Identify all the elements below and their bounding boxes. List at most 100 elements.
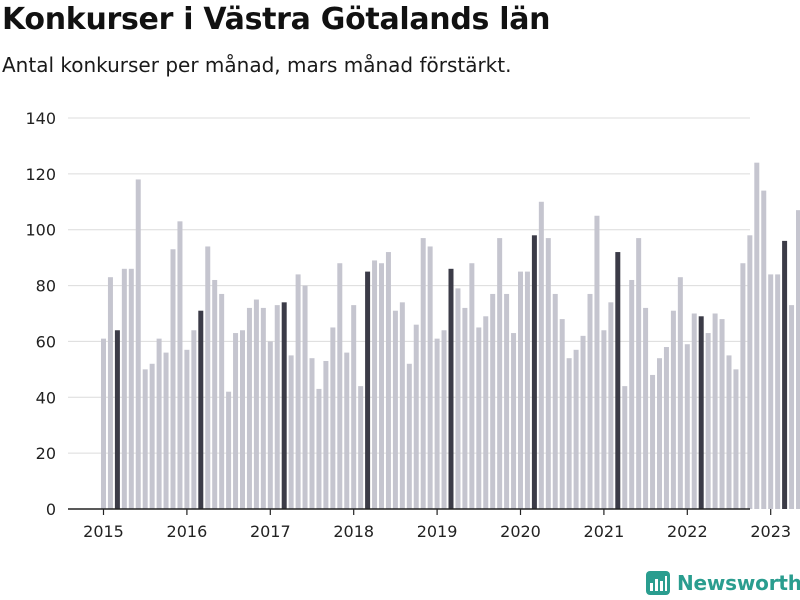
bar: [601, 330, 607, 509]
bar: [121, 268, 127, 509]
bar: [240, 330, 245, 509]
bar: [344, 352, 350, 509]
bar: [608, 302, 614, 509]
bar: [323, 360, 329, 509]
bar: [149, 363, 155, 509]
y-tick-label: 80: [36, 277, 56, 296]
bar: [427, 246, 433, 509]
bar: [629, 279, 635, 509]
y-tick-label: 100: [25, 221, 56, 240]
bar: [226, 391, 232, 509]
bar: [128, 268, 134, 509]
bar: [726, 355, 732, 509]
bar: [337, 263, 343, 509]
bar: [399, 302, 405, 509]
bar: [566, 358, 572, 509]
chart-title: Konkurser i Västra Götalands län: [2, 2, 551, 37]
bar: [142, 369, 148, 509]
bar: [358, 386, 364, 509]
bar: [511, 333, 517, 509]
y-axis-labels: 0 20 40 60 80 100 120 140: [25, 109, 56, 519]
y-tick-label: 40: [36, 388, 56, 407]
bars: [101, 162, 800, 510]
bar: [434, 338, 440, 509]
bar: [796, 210, 800, 509]
bar: [246, 307, 252, 509]
bar: [476, 327, 482, 509]
bar: [191, 330, 197, 509]
y-tick-label: 0: [46, 500, 56, 519]
bar: [789, 305, 795, 509]
bar: [580, 335, 586, 509]
bar: [545, 238, 551, 510]
chart-subtitle: Antal konkurser per månad, mars månad fö…: [2, 53, 512, 77]
march-bar: [615, 252, 621, 510]
bar: [677, 277, 683, 509]
x-tick-label: 2023: [750, 522, 791, 541]
bar: [351, 305, 357, 509]
bar: [684, 344, 690, 509]
bar: [524, 271, 530, 509]
bar: [441, 330, 447, 509]
bar: [372, 260, 378, 509]
bar: [670, 310, 676, 509]
bar: [663, 347, 669, 509]
bar: [379, 263, 384, 509]
bar: [260, 307, 266, 509]
bar: [170, 249, 176, 509]
y-tick-label: 120: [25, 165, 56, 184]
bar: [594, 215, 600, 509]
x-tick-label: 2020: [500, 522, 541, 541]
bar: [775, 274, 781, 509]
bar: [212, 279, 218, 509]
bar: [622, 386, 628, 509]
bar: [316, 388, 322, 509]
bar: [483, 316, 489, 509]
bar: [559, 319, 565, 509]
bar: [733, 369, 739, 509]
bar: [274, 305, 280, 509]
y-tick-label: 60: [36, 332, 56, 351]
bar: [650, 374, 656, 509]
bar: [552, 293, 558, 509]
bar: [455, 288, 461, 509]
bar: [747, 235, 753, 510]
bar: [643, 307, 649, 509]
bar: [385, 252, 391, 510]
bar: [587, 293, 593, 509]
bar: [636, 238, 642, 510]
bar: [740, 263, 746, 509]
newsworthy-logo-icon: [646, 571, 670, 595]
march-bar: [365, 271, 371, 509]
bar: [462, 307, 468, 509]
y-tick-label: 20: [36, 444, 56, 463]
bar: [295, 274, 301, 509]
march-bar: [114, 330, 120, 509]
bar: [219, 293, 225, 509]
bar: [101, 338, 106, 509]
bar: [309, 358, 315, 509]
march-bar: [782, 240, 788, 509]
bar: [406, 363, 412, 509]
bar: [657, 358, 662, 509]
bar: [719, 319, 725, 509]
bar: [392, 310, 398, 509]
brand-logo: Newsworthy: [645, 570, 800, 596]
bar: [413, 324, 419, 509]
bar: [156, 338, 162, 509]
bar: [490, 293, 496, 509]
bar: [288, 355, 294, 509]
bar: [497, 238, 503, 510]
bar: [163, 352, 169, 509]
bar: [135, 179, 141, 509]
bar: [184, 349, 190, 509]
march-bar: [281, 302, 287, 509]
march-bar: [698, 316, 704, 509]
x-tick-label: 2022: [667, 522, 708, 541]
bar: [107, 277, 113, 509]
x-tick-label: 2018: [333, 522, 374, 541]
bar: [705, 333, 711, 509]
march-bar: [531, 235, 537, 510]
bar: [177, 221, 183, 510]
